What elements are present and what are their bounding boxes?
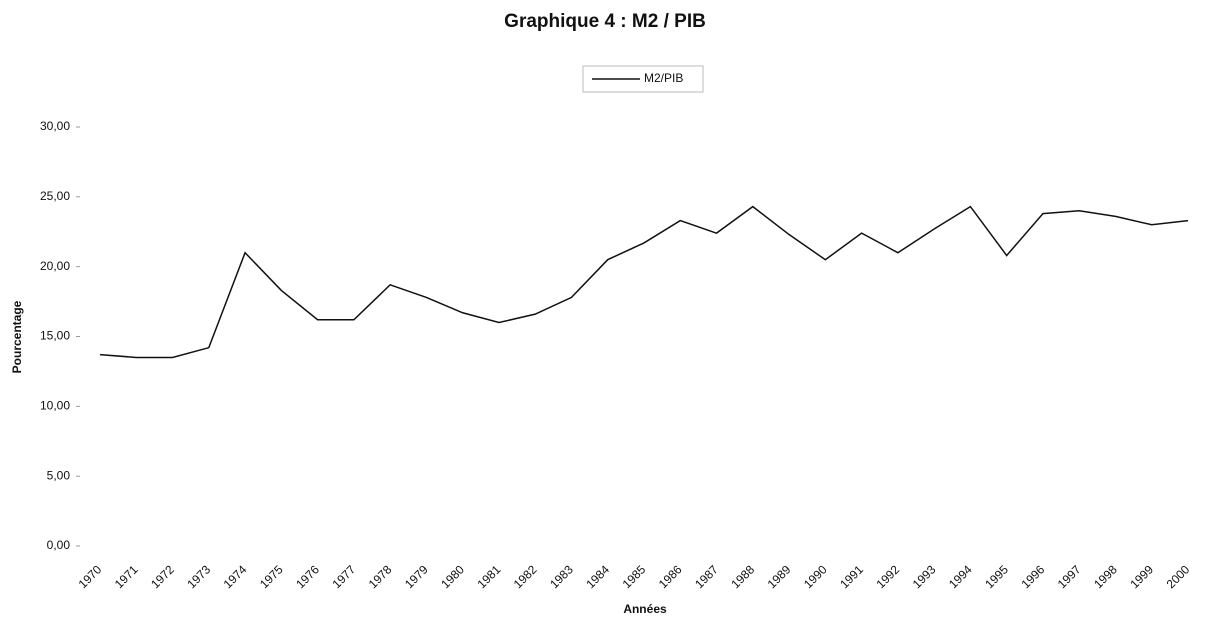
x-tick-label: 1981 — [475, 562, 504, 591]
x-tick-label: 1985 — [620, 562, 649, 591]
x-tick-label: 1991 — [837, 562, 866, 591]
x-tick-label: 1999 — [1127, 562, 1156, 591]
x-tick-label: 1970 — [76, 562, 105, 591]
x-tick-label: 1988 — [728, 562, 757, 591]
x-tick-label: 1995 — [982, 562, 1011, 591]
x-tick-label: 1973 — [184, 562, 213, 591]
x-tick-label: 1984 — [583, 562, 612, 591]
x-tick-label: 2000 — [1164, 562, 1193, 591]
x-tick-label: 1996 — [1019, 562, 1048, 591]
x-tick-label: 1976 — [293, 562, 322, 591]
x-tick-label: 1972 — [148, 562, 177, 591]
x-axis-title: Années — [623, 602, 667, 616]
legend-box — [582, 65, 704, 93]
y-tick-label: 10,00 — [40, 399, 70, 413]
x-tick-label: 1983 — [547, 562, 576, 591]
y-axis-title: Pourcentage — [10, 300, 24, 373]
line — [99, 205, 1189, 359]
x-tick-label: 1977 — [329, 562, 358, 591]
x-tick-label: 1975 — [257, 562, 286, 591]
y-tick-label: 30,00 — [40, 119, 70, 133]
y-tick-label: 5,00 — [47, 468, 71, 482]
x-tick-label: 1994 — [946, 562, 975, 591]
x-tick-label: 1992 — [873, 562, 902, 591]
x-tick-label: 1979 — [402, 562, 431, 591]
x-tick-label: 1971 — [112, 562, 141, 591]
x-tick-label: 1978 — [366, 562, 395, 591]
x-tick-label: 1980 — [438, 562, 467, 591]
x-tick-label: 1989 — [765, 562, 794, 591]
y-tick-label: 25,00 — [40, 189, 70, 203]
y-tick-label: 20,00 — [40, 259, 70, 273]
x-tick-label: 1998 — [1091, 562, 1120, 591]
x-tick-label: 1997 — [1055, 562, 1084, 591]
x-tick-label: 1993 — [910, 562, 939, 591]
x-tick-label: 1990 — [801, 562, 830, 591]
y-tick-label: 15,00 — [40, 329, 70, 343]
x-tick-label: 1987 — [692, 562, 721, 591]
x-tick-label: 1982 — [511, 562, 540, 591]
x-tick-label: 1986 — [656, 562, 685, 591]
y-tick-label: 0,00 — [47, 538, 71, 552]
legend-label: M2/PIB — [644, 71, 683, 85]
x-tick-label: 1974 — [221, 562, 250, 591]
chart-title: Graphique 4 : M2 / PIB — [504, 11, 706, 32]
